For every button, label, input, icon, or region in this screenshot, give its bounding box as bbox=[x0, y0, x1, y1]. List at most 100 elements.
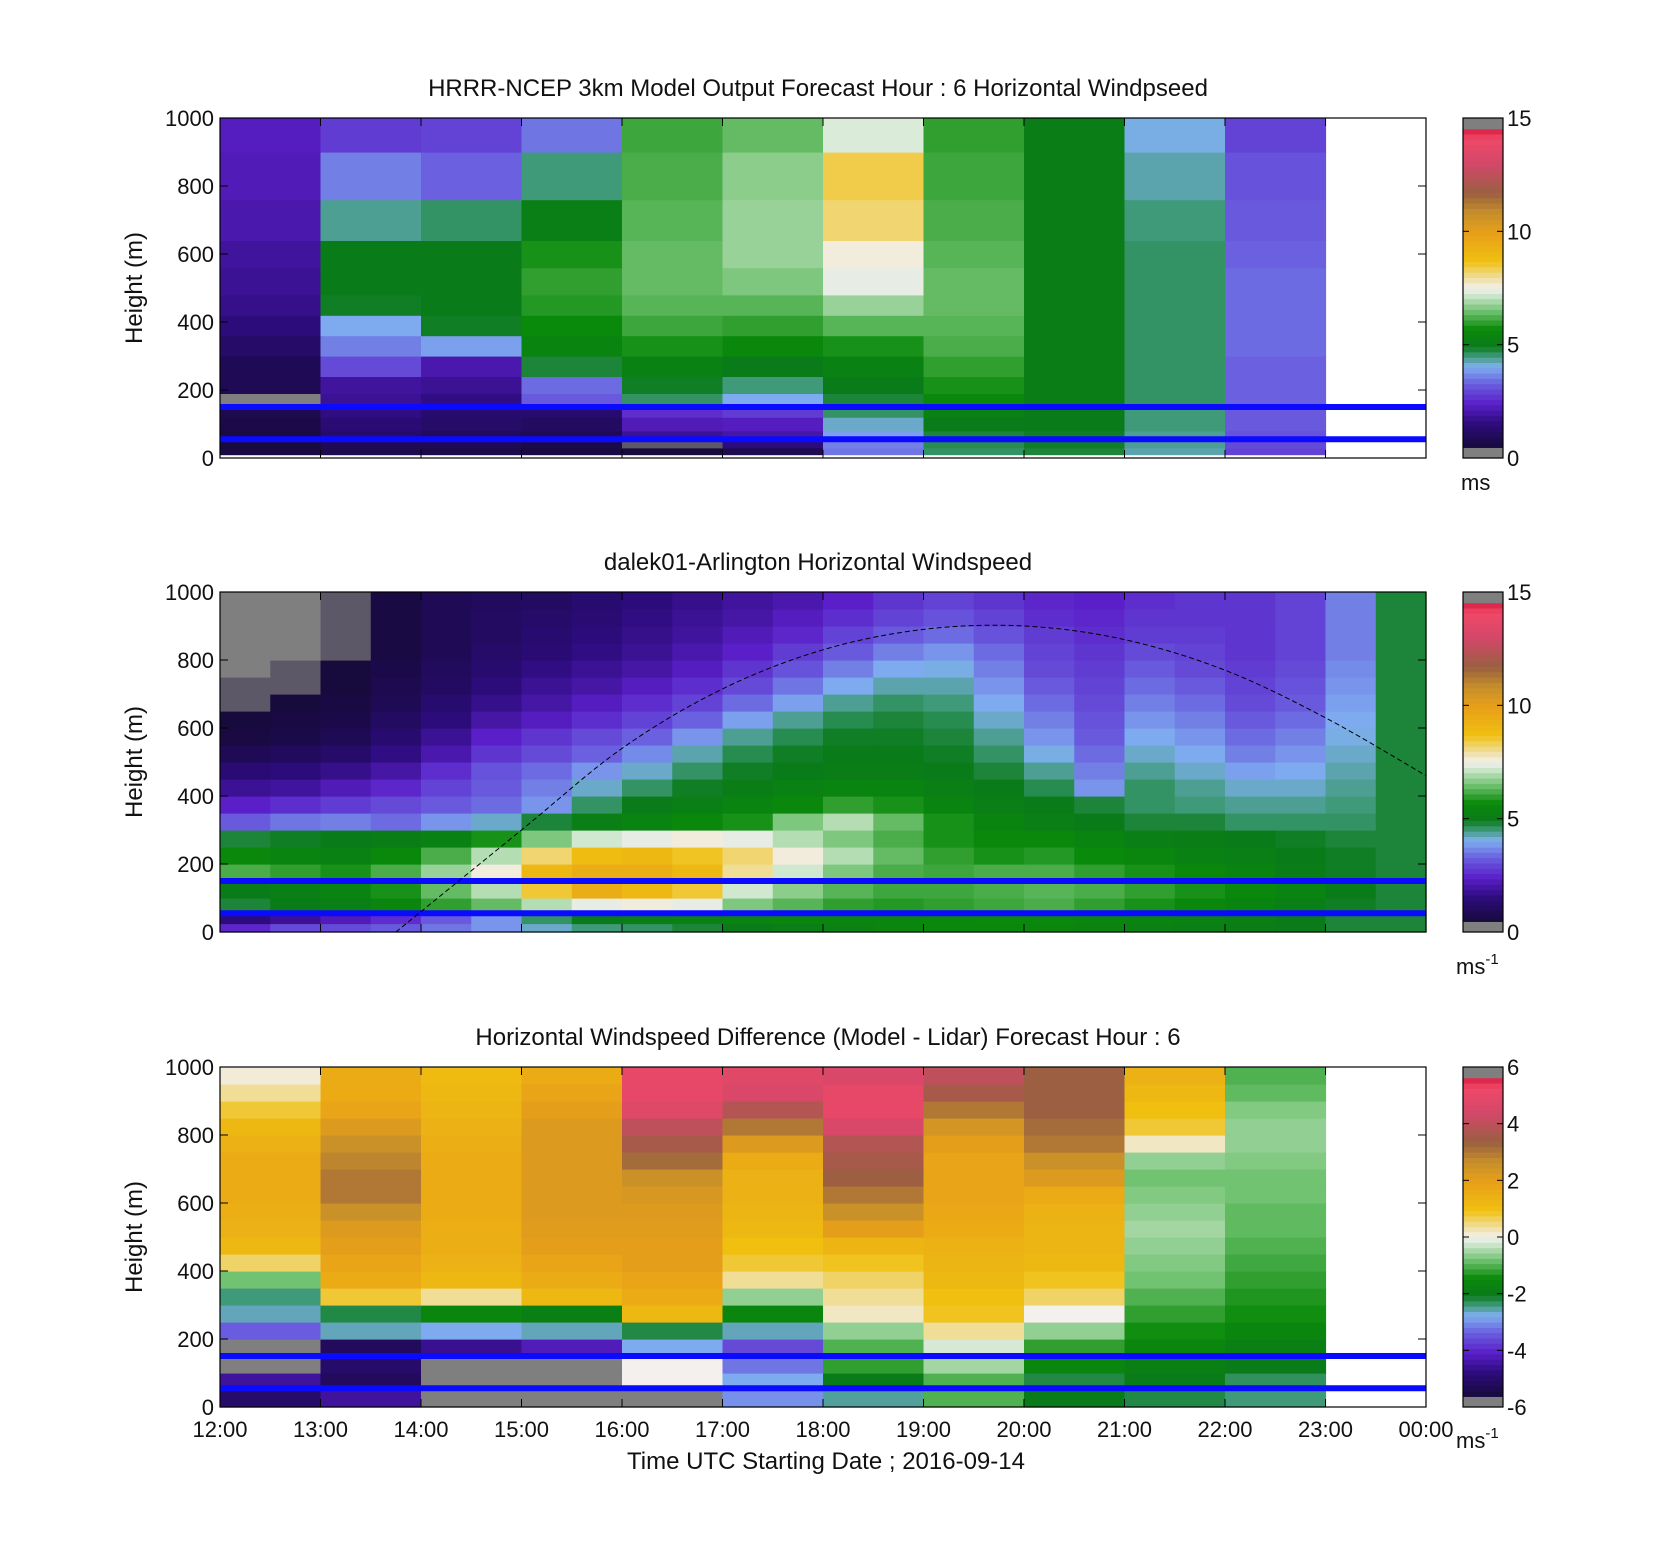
heatmap-cell bbox=[421, 152, 523, 201]
heatmap-cell bbox=[521, 199, 623, 241]
x-axis-label: Time UTC Starting Date ; 2016-09-14 bbox=[627, 1448, 1025, 1475]
colorbar-cell bbox=[1463, 118, 1503, 124]
heatmap-cell bbox=[672, 796, 724, 814]
colorbar-cell bbox=[1463, 1104, 1503, 1111]
heatmap-cell bbox=[923, 1271, 1025, 1289]
heatmap-cell bbox=[1325, 762, 1377, 780]
heatmap-cell bbox=[220, 677, 271, 695]
heatmap-cell bbox=[1124, 626, 1176, 644]
heatmap-cell bbox=[220, 660, 271, 678]
heatmap-cell bbox=[1124, 1288, 1226, 1306]
heatmap-cell bbox=[421, 864, 472, 882]
colorbar-cell bbox=[1463, 1353, 1503, 1360]
heatmap-cell bbox=[722, 1390, 824, 1408]
heatmap-cell bbox=[1325, 609, 1377, 627]
heatmap-cell bbox=[521, 694, 573, 712]
colorbar-cell bbox=[1463, 767, 1503, 774]
colorbar-cell bbox=[1463, 799, 1503, 806]
heatmap-cell bbox=[370, 626, 422, 644]
heatmap-cell bbox=[923, 1186, 1025, 1204]
heatmap-cell bbox=[521, 923, 573, 933]
heatmap-cell bbox=[220, 447, 322, 456]
heatmap-cell bbox=[421, 1305, 523, 1323]
heatmap-cell bbox=[923, 796, 975, 814]
heatmap-cell bbox=[722, 1152, 824, 1170]
heatmap-cell bbox=[270, 915, 322, 925]
heatmap-cell bbox=[722, 847, 774, 865]
heatmap-cell bbox=[1325, 626, 1377, 644]
heatmap-cell bbox=[320, 609, 372, 627]
heatmap-cell bbox=[370, 813, 422, 831]
heatmap-cell bbox=[1174, 813, 1226, 831]
heatmap-cell bbox=[320, 417, 422, 432]
colorbar-cell bbox=[1463, 905, 1503, 912]
colorbar-cell bbox=[1463, 1120, 1503, 1127]
heatmap-cell bbox=[370, 762, 422, 780]
heatmap-cell bbox=[320, 592, 372, 610]
heatmap-cell bbox=[1225, 643, 1276, 661]
heatmap-cell bbox=[1124, 315, 1226, 337]
heatmap-cell bbox=[421, 1152, 523, 1170]
heatmap-cell bbox=[722, 745, 774, 763]
colorbar-cell bbox=[1463, 804, 1503, 811]
colorbar-cell bbox=[1463, 367, 1503, 374]
heatmap-cell bbox=[421, 199, 523, 241]
heatmap-cell bbox=[521, 1067, 623, 1085]
heatmap-cell bbox=[1225, 1339, 1327, 1357]
colorbar-cell bbox=[1463, 1114, 1503, 1121]
x-tick-label: 00:00 bbox=[1398, 1417, 1453, 1442]
heatmap-cell bbox=[1024, 335, 1126, 357]
colorbar: -6 -4 -2 0 2 4 6 ms-1 bbox=[1456, 1055, 1527, 1453]
colorbar-cell bbox=[1463, 708, 1503, 715]
heatmap-cell bbox=[622, 813, 673, 831]
heatmap-cell bbox=[471, 660, 523, 678]
colorbar-cell bbox=[1463, 650, 1503, 657]
colorbar-cell bbox=[1463, 420, 1503, 427]
heatmap-cell bbox=[1275, 796, 1327, 814]
x-tick-label: 17:00 bbox=[695, 1417, 750, 1442]
heatmap-cell bbox=[923, 1067, 1025, 1085]
x-tick-label: 21:00 bbox=[1097, 1417, 1152, 1442]
colorbar-cell bbox=[1463, 303, 1503, 310]
heatmap-cell bbox=[521, 1169, 623, 1187]
heatmap-cell bbox=[521, 847, 573, 865]
heatmap-cell bbox=[421, 1237, 523, 1255]
dashed-curve bbox=[395, 624, 1427, 933]
colorbar-cell bbox=[1463, 900, 1503, 907]
colorbar-cell bbox=[1463, 245, 1503, 252]
heatmap-cell bbox=[370, 728, 422, 746]
heatmap-cell bbox=[1024, 199, 1126, 241]
heatmap-cell bbox=[320, 745, 372, 763]
heatmap-cell bbox=[973, 762, 1025, 780]
heatmap-cell bbox=[973, 592, 1025, 610]
colorbar-cell bbox=[1463, 613, 1503, 620]
heatmap-cell bbox=[672, 711, 724, 729]
heatmap-cell bbox=[320, 1390, 422, 1408]
heatmap-cell bbox=[1124, 447, 1226, 456]
heatmap-cell bbox=[823, 609, 874, 627]
heatmap-cell bbox=[1124, 694, 1176, 712]
heatmap-cell bbox=[772, 796, 824, 814]
heatmap-cell bbox=[320, 643, 372, 661]
heatmap-cell bbox=[1024, 660, 1075, 678]
heatmap-cell bbox=[1124, 643, 1176, 661]
heatmap-cell bbox=[1174, 728, 1226, 746]
heatmap-cell bbox=[521, 267, 623, 296]
heatmap-cell bbox=[220, 745, 271, 763]
heatmap-cell bbox=[571, 923, 623, 933]
heatmap-cell bbox=[1024, 643, 1075, 661]
heatmap-cell bbox=[823, 1135, 925, 1153]
heatmap-cell bbox=[873, 830, 925, 848]
heatmap-cell bbox=[471, 626, 523, 644]
heatmap-cell bbox=[722, 315, 824, 337]
heatmap-cell bbox=[823, 694, 874, 712]
heatmap-cell bbox=[320, 1220, 422, 1238]
heatmap-cell bbox=[722, 626, 774, 644]
heatmap-cell bbox=[1074, 847, 1126, 865]
y-tick-label: 0 bbox=[202, 920, 214, 945]
heatmap-cell bbox=[923, 267, 1025, 296]
heatmap-cell bbox=[1074, 728, 1126, 746]
heatmap-cell bbox=[521, 592, 573, 610]
heatmap-cell bbox=[421, 1390, 523, 1408]
heatmap-cell bbox=[1124, 1305, 1226, 1323]
